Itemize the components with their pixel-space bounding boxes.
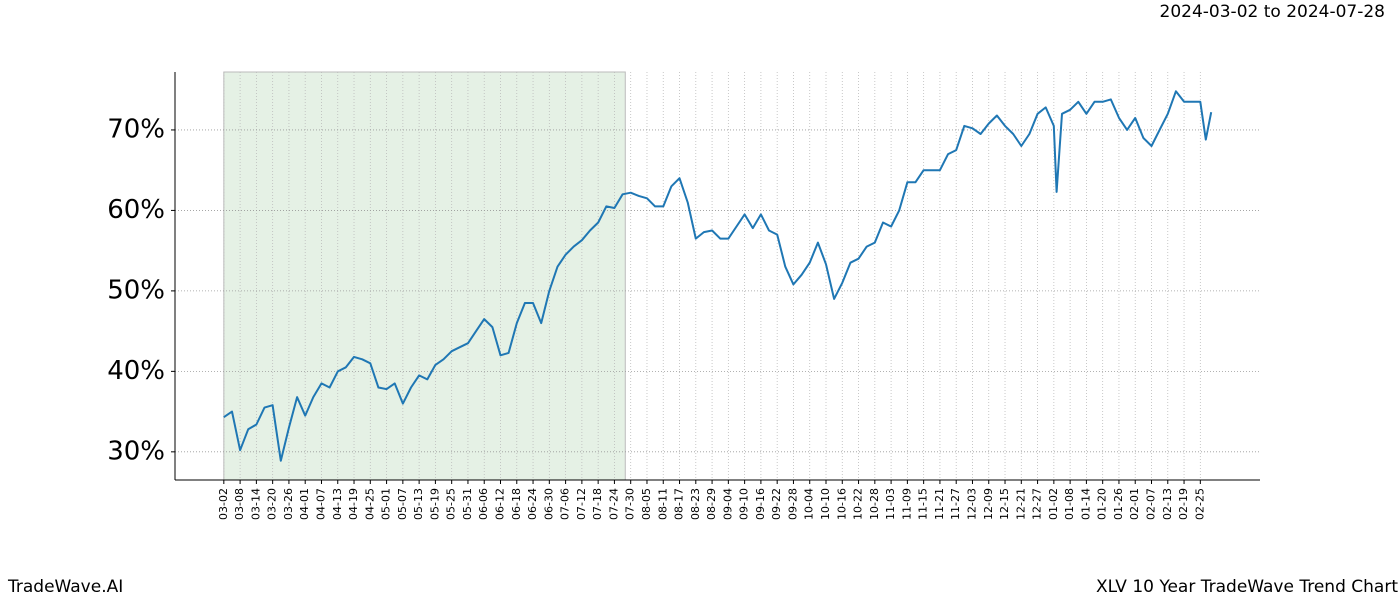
x-tick-label: 02-01 (1128, 488, 1141, 520)
x-tick-label: 01-20 (1096, 488, 1109, 520)
line (223, 90, 1213, 462)
x-tick-label: 10-04 (803, 488, 816, 520)
x-tick-label: 05-19 (428, 488, 441, 520)
x-tick-label: 04-01 (298, 488, 311, 520)
y-tick-label: 40% (107, 356, 165, 386)
x-tick-label: 10-22 (852, 488, 865, 520)
x-tick-label: 05-01 (380, 488, 393, 520)
x-tick-label: 06-18 (510, 488, 523, 520)
x-tick-label: 08-29 (705, 488, 718, 520)
x-tick-label: 11-21 (933, 488, 946, 520)
x-tick-label: 01-02 (1047, 488, 1060, 520)
x-tick-label: 07-24 (607, 488, 620, 520)
x-tick-label: 09-04 (721, 488, 734, 520)
x-tick-label: 03-20 (266, 488, 279, 520)
y-tick-label: 50% (107, 275, 165, 305)
x-tick-label: 08-05 (640, 488, 653, 520)
x-tick-label: 01-14 (1079, 488, 1092, 520)
x-tick-label: 08-23 (689, 488, 702, 520)
x-tick-label: 09-28 (786, 488, 799, 520)
x-tick-label: 12-21 (1014, 488, 1027, 520)
x-tick-label: 11-15 (917, 488, 930, 520)
x-tick-label: 04-25 (363, 488, 376, 520)
x-tick-label: 02-07 (1145, 488, 1158, 520)
x-tick-label: 02-19 (1177, 488, 1190, 520)
x-tick-label: 06-12 (494, 488, 507, 520)
brand: TradeWave.AI (7, 577, 123, 597)
x-tick-label: 03-14 (249, 488, 262, 520)
x-tick-label: 10-28 (868, 488, 881, 520)
x-tick-label: 09-16 (754, 488, 767, 520)
x-tick-label: 01-26 (1112, 488, 1125, 520)
date-range: 2024-03-02 to 2024-07-28 (1160, 2, 1385, 22)
x-tick-label: 07-06 (559, 488, 572, 520)
x-tick-label: 05-31 (461, 488, 474, 520)
x-tick-label: 12-27 (1031, 488, 1044, 520)
x-tick-label: 11-03 (884, 488, 897, 520)
highlight-range (223, 71, 626, 481)
x-tick-label: 04-07 (314, 488, 327, 520)
x-tick-label: 10-16 (835, 488, 848, 520)
x-tick-label: 12-09 (982, 488, 995, 520)
x-tick-label: 07-30 (624, 488, 637, 520)
x-tick-label: 07-12 (575, 488, 588, 520)
x-tick-label: 05-07 (396, 488, 409, 520)
x-tick-label: 04-19 (347, 488, 360, 520)
x-tick-label: 11-27 (949, 488, 962, 520)
x-tick-label: 10-10 (819, 488, 832, 520)
x-tick-label: 06-30 (542, 488, 555, 520)
x-tick-label: 05-13 (412, 488, 425, 520)
x-tick-label: 03-08 (233, 488, 246, 520)
x-tick-label: 07-18 (591, 488, 604, 520)
y-tick-label: 70% (107, 114, 165, 144)
x-tick-label: 06-06 (477, 488, 490, 520)
x-tick-label: 05-25 (445, 488, 458, 520)
x-tick-label: 01-08 (1063, 488, 1076, 520)
x-tick-label: 09-22 (770, 488, 783, 520)
x-tick-label: 08-17 (673, 488, 686, 520)
x-tick-label: 09-10 (738, 488, 751, 520)
x-tick-label: 02-13 (1161, 488, 1174, 520)
x-tick-label: 04-13 (331, 488, 344, 520)
chart-title: XLV 10 Year TradeWave Trend Chart (1096, 577, 1398, 597)
x-tick-label: 12-03 (965, 488, 978, 520)
x-tick-label: 12-15 (998, 488, 1011, 520)
x-tick-label: 03-26 (282, 488, 295, 520)
x-tick-label: 02-25 (1193, 488, 1206, 520)
y-tick-label: 30% (107, 436, 165, 466)
y-tick-label: 60% (107, 195, 165, 225)
x-tick-label: 06-24 (526, 488, 539, 520)
x-tick-label: 08-11 (656, 488, 669, 520)
x-tick-label: 11-09 (900, 488, 913, 520)
x-tick-label: 03-02 (217, 488, 230, 520)
